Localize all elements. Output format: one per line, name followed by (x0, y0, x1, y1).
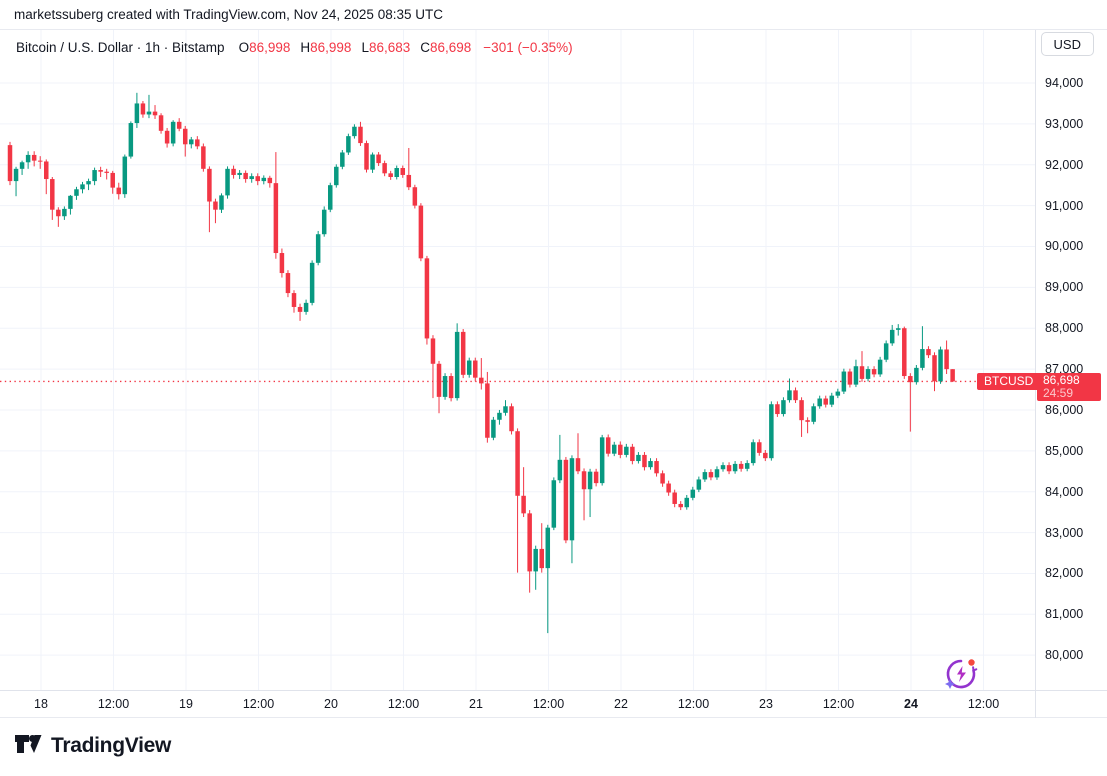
y-axis-label: 93,000 (1045, 116, 1084, 131)
change-value: −301 (−0.35%) (483, 39, 573, 55)
x-axis-label: 18 (34, 697, 48, 711)
y-axis-label: 92,000 (1045, 157, 1084, 172)
symbol-price-label: BTCUSD (977, 373, 1041, 391)
y-axis-label: 81,000 (1045, 607, 1084, 622)
y-axis-label: 88,000 (1045, 321, 1084, 336)
y-axis-label: 87,000 (1045, 362, 1084, 377)
x-axis-label: 12:00 (532, 697, 565, 711)
footer: TradingView (0, 718, 1107, 776)
y-axis-label: 94,000 (1045, 76, 1084, 90)
y-axis-label: 90,000 (1045, 239, 1084, 254)
current-price-badge: 86,698 24:59 (1037, 373, 1101, 402)
tradingview-logo-text: TradingView (51, 733, 172, 757)
bar-countdown: 24:59 (1043, 386, 1074, 401)
y-axis-label: 80,000 (1045, 648, 1084, 663)
ohlc-H: H86,998 (300, 39, 352, 55)
y-axis-label: 91,000 (1045, 198, 1084, 213)
symbol-bar: Bitcoin / U.S. Dollar · 1h · Bitstamp O8… (16, 36, 573, 58)
x-axis-label: 12:00 (97, 697, 130, 711)
x-axis-label: 19 (179, 697, 193, 711)
y-axis-label: 86,000 (1045, 402, 1084, 417)
y-axis-label: 84,000 (1045, 484, 1084, 499)
ohlc-values: O86,998 H86,998 L86,683 C86,698 (239, 40, 482, 55)
tradingview-logo[interactable]: TradingView (14, 732, 171, 759)
ohlc-O: O86,998 (238, 39, 291, 55)
attribution-text: marketssuberg created with TradingView.c… (14, 7, 443, 22)
x-axis-label: 20 (324, 697, 338, 711)
x-axis-label: 12:00 (387, 697, 420, 711)
ohlc-C: C86,698 (420, 39, 472, 55)
candlestick-chart[interactable] (0, 30, 1107, 690)
y-axis-label: 82,000 (1045, 566, 1084, 581)
time-axis[interactable]: 18 12:00 19 12:00 20 12:00 21 12:00 22 12:00 23 12:… (0, 690, 1107, 718)
current-price-value: 86,698 (1043, 373, 1080, 388)
x-axis-label: 24 (904, 697, 918, 711)
x-axis-label: 21 (469, 697, 483, 711)
x-axis-label: 22 (614, 697, 628, 711)
y-axis-label: 83,000 (1045, 525, 1084, 540)
currency-button[interactable]: USD (1040, 32, 1094, 56)
attribution-bar: marketssuberg created with TradingView.c… (0, 0, 1107, 30)
tradingview-logo-icon (15, 735, 42, 753)
y-axis-label: 85,000 (1045, 443, 1084, 458)
y-axis-label: 89,000 (1045, 280, 1084, 295)
symbol-title: Bitcoin / U.S. Dollar · 1h · Bitstamp (16, 39, 225, 55)
axis-corner (1035, 690, 1107, 718)
ohlc-L: L86,683 (361, 39, 411, 55)
x-axis-label: 12:00 (677, 697, 710, 711)
price-axis[interactable]: 86,698 24:59 94,000 93,000 92,000 91,000 90,… (1035, 30, 1107, 690)
x-axis-label: 12:00 (822, 697, 855, 711)
x-axis-label: 12:00 (967, 697, 1000, 711)
x-axis-label: 12:00 (242, 697, 275, 711)
chart-region[interactable]: Bitcoin / U.S. Dollar · 1h · Bitstamp O8… (0, 30, 1107, 690)
flash-news-icon[interactable] (944, 657, 978, 691)
x-axis-label: 23 (759, 697, 773, 711)
